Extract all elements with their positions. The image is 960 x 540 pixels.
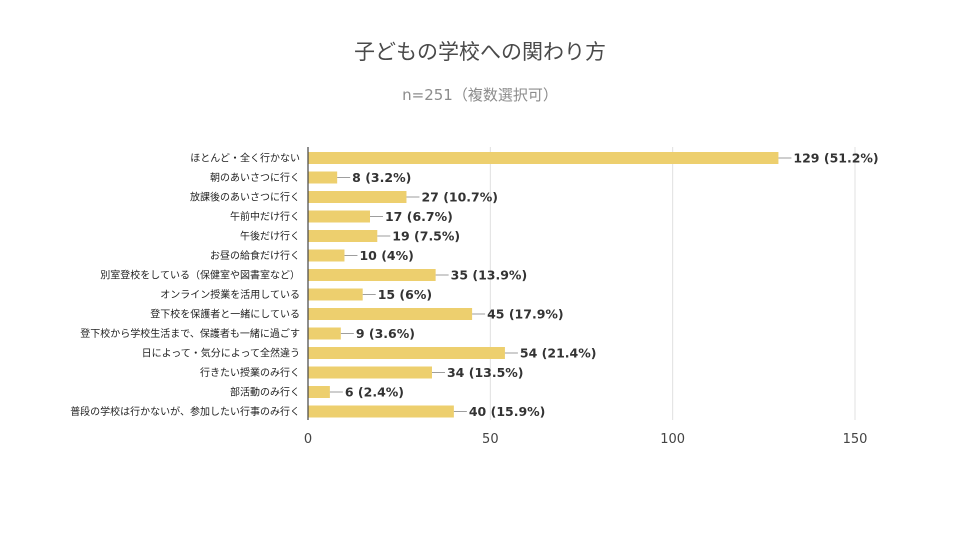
bar bbox=[308, 327, 341, 340]
category-label: ほとんど・全く行かない bbox=[190, 152, 300, 165]
data-label: 19 (7.5%) bbox=[392, 229, 460, 244]
category-label: 部活動のみ行く bbox=[230, 386, 300, 399]
category-label: 朝のあいさつに行く bbox=[210, 171, 300, 184]
category-label: 登下校を保護者と一緒にしている bbox=[150, 308, 300, 321]
bar bbox=[308, 249, 345, 262]
x-tick-label: 0 bbox=[304, 432, 312, 447]
data-label: 17 (6.7%) bbox=[385, 209, 453, 224]
data-label: 45 (17.9%) bbox=[487, 307, 564, 322]
category-label: 日によって・気分によって全然違う bbox=[142, 347, 300, 360]
category-label: オンライン授業を活用している bbox=[160, 288, 300, 301]
bar bbox=[308, 308, 473, 320]
bar bbox=[308, 191, 407, 203]
x-tick-label: 50 bbox=[482, 432, 499, 447]
data-label: 8 (3.2%) bbox=[352, 170, 411, 185]
bar bbox=[308, 366, 432, 379]
data-label: 35 (13.9%) bbox=[451, 268, 528, 283]
data-label: 15 (6%) bbox=[378, 287, 432, 302]
data-label: 27 (10.7%) bbox=[421, 190, 498, 205]
category-label: 放課後のあいさつに行く bbox=[190, 191, 300, 204]
x-tick-label: 100 bbox=[660, 432, 685, 447]
x-tick-label: 150 bbox=[843, 432, 868, 447]
data-label: 54 (21.4%) bbox=[520, 346, 597, 361]
category-label: 別室登校をしている（保健室や図書室など） bbox=[100, 269, 300, 282]
data-label: 6 (2.4%) bbox=[345, 385, 404, 400]
bar bbox=[308, 171, 338, 184]
category-label: 普段の学校は行かないが、参加したい行事のみ行く bbox=[70, 405, 300, 418]
category-label: 午後だけ行く bbox=[240, 230, 300, 243]
chart-title: 子どもの学校への関わり方 bbox=[354, 40, 606, 64]
bar bbox=[308, 269, 436, 281]
chart-subtitle: n=251（複数選択可） bbox=[402, 86, 558, 104]
bar bbox=[308, 405, 454, 418]
data-label: 9 (3.6%) bbox=[356, 326, 415, 341]
category-label: 行きたい授業のみ行く bbox=[200, 366, 300, 379]
category-label: 登下校から学校生活まで、保護者も一緒に過ごす bbox=[80, 327, 300, 340]
bar bbox=[308, 386, 330, 398]
bar bbox=[308, 210, 370, 223]
data-label: 34 (13.5%) bbox=[447, 365, 524, 380]
data-label: 10 (4%) bbox=[359, 248, 413, 263]
bar bbox=[308, 230, 378, 242]
category-label: 午前中だけ行く bbox=[230, 210, 300, 223]
data-label: 40 (15.9%) bbox=[469, 404, 546, 419]
bar bbox=[308, 288, 363, 301]
category-label: お昼の給食だけ行く bbox=[210, 249, 300, 262]
bar bbox=[308, 347, 505, 359]
data-label: 129 (51.2%) bbox=[793, 151, 878, 166]
bar bbox=[308, 152, 779, 164]
